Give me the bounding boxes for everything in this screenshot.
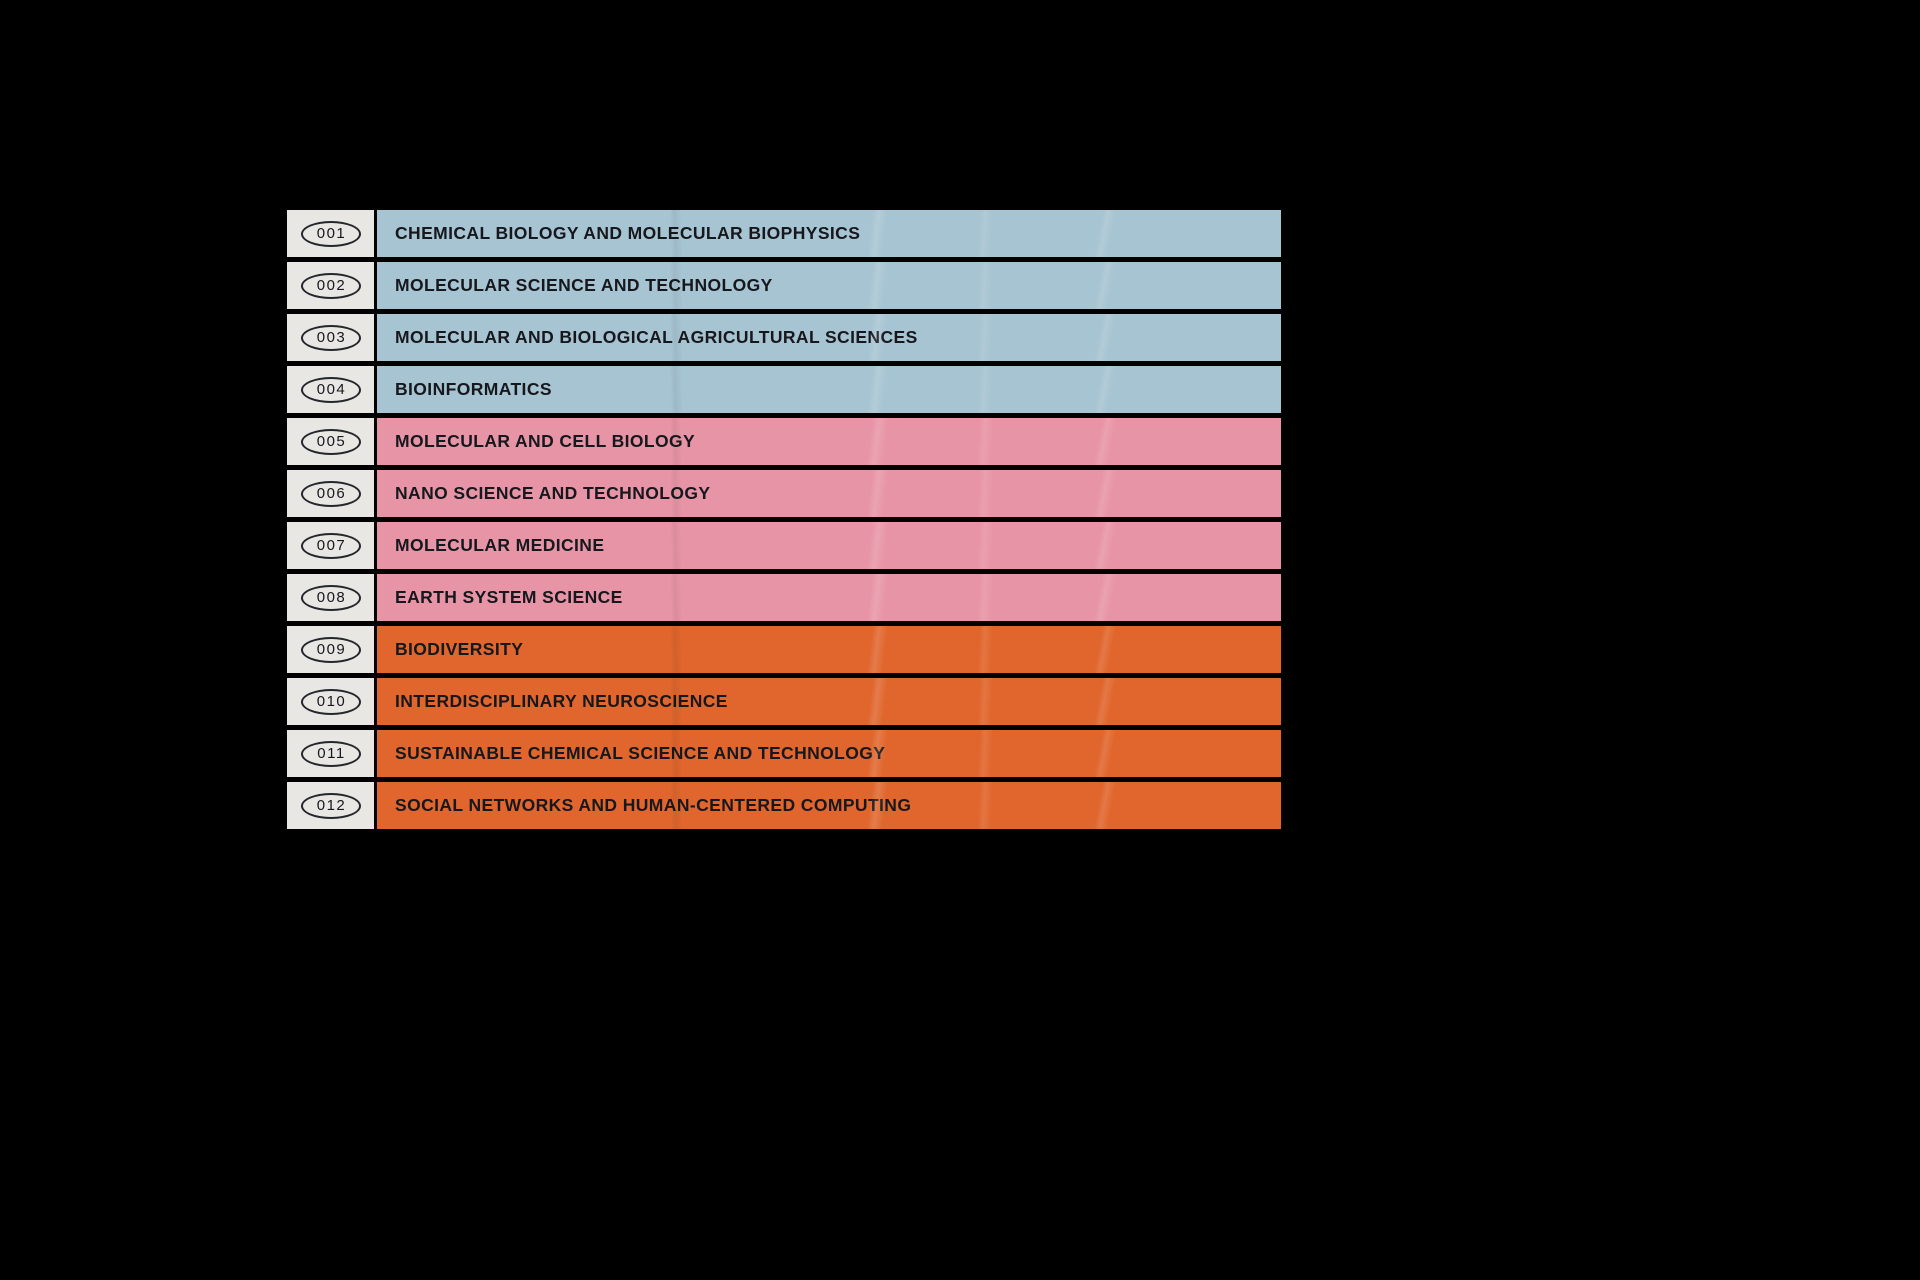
row-label: MOLECULAR AND BIOLOGICAL AGRICULTURAL SC… [395,327,918,347]
index-number: 011 [317,745,346,762]
index-cell: 001 [287,210,377,257]
row-label: MOLECULAR AND CELL BIOLOGY [395,431,696,451]
label-cell: SUSTAINABLE CHEMICAL SCIENCE AND TECHNOL… [377,730,1281,777]
label-cell: MOLECULAR MEDICINE [377,522,1281,569]
index-badge: 012 [300,792,361,819]
list-item[interactable]: 012 SOCIAL NETWORKS AND HUMAN-CENTERED C… [287,782,1281,829]
row-label: NANO SCIENCE AND TECHNOLOGY [395,483,711,503]
index-badge: 006 [300,480,361,507]
list-item[interactable]: 003 MOLECULAR AND BIOLOGICAL AGRICULTURA… [287,314,1281,361]
label-cell: SOCIAL NETWORKS AND HUMAN-CENTERED COMPU… [377,782,1281,829]
program-list: 001 CHEMICAL BIOLOGY AND MOLECULAR BIOPH… [287,210,1281,834]
index-badge: 005 [300,428,361,455]
index-number: 002 [316,277,347,294]
list-item[interactable]: 011 SUSTAINABLE CHEMICAL SCIENCE AND TEC… [287,730,1281,777]
index-badge: 007 [300,532,361,559]
index-number: 007 [316,537,347,554]
list-item[interactable]: 004 BIOINFORMATICS [287,366,1281,413]
index-badge: 008 [300,584,361,611]
label-cell: INTERDISCIPLINARY NEUROSCIENCE [377,678,1281,725]
label-cell: EARTH SYSTEM SCIENCE [377,574,1281,621]
row-label: BIODIVERSITY [395,639,524,659]
label-cell: MOLECULAR SCIENCE AND TECHNOLOGY [377,262,1281,309]
row-label: EARTH SYSTEM SCIENCE [395,587,623,607]
index-number: 006 [316,485,347,502]
index-badge: 002 [300,272,361,299]
index-cell: 007 [287,522,377,569]
index-badge: 009 [300,636,361,663]
list-item[interactable]: 007 MOLECULAR MEDICINE [287,522,1281,569]
index-number: 004 [316,381,347,398]
index-number: 001 [316,225,347,242]
index-cell: 010 [287,678,377,725]
row-label: MOLECULAR MEDICINE [395,535,605,555]
index-cell: 012 [287,782,377,829]
index-badge: 004 [300,376,361,403]
index-number: 009 [316,641,347,658]
index-cell: 008 [287,574,377,621]
row-label: SUSTAINABLE CHEMICAL SCIENCE AND TECHNOL… [395,743,886,763]
list-item[interactable]: 006 NANO SCIENCE AND TECHNOLOGY [287,470,1281,517]
index-number: 012 [316,797,347,814]
index-cell: 011 [287,730,377,777]
label-cell: MOLECULAR AND BIOLOGICAL AGRICULTURAL SC… [377,314,1281,361]
label-cell: NANO SCIENCE AND TECHNOLOGY [377,470,1281,517]
index-badge: 011 [300,740,361,767]
row-label: BIOINFORMATICS [395,379,552,399]
index-badge: 003 [300,324,361,351]
index-badge: 010 [300,688,361,715]
index-cell: 009 [287,626,377,673]
index-number: 010 [316,693,347,710]
label-cell: BIOINFORMATICS [377,366,1281,413]
list-item[interactable]: 008 EARTH SYSTEM SCIENCE [287,574,1281,621]
label-cell: BIODIVERSITY [377,626,1281,673]
row-label: MOLECULAR SCIENCE AND TECHNOLOGY [395,275,773,295]
list-item[interactable]: 001 CHEMICAL BIOLOGY AND MOLECULAR BIOPH… [287,210,1281,257]
row-label: CHEMICAL BIOLOGY AND MOLECULAR BIOPHYSIC… [395,223,861,243]
row-label: SOCIAL NETWORKS AND HUMAN-CENTERED COMPU… [395,795,912,815]
index-cell: 005 [287,418,377,465]
list-item[interactable]: 005 MOLECULAR AND CELL BIOLOGY [287,418,1281,465]
label-cell: MOLECULAR AND CELL BIOLOGY [377,418,1281,465]
list-item[interactable]: 010 INTERDISCIPLINARY NEUROSCIENCE [287,678,1281,725]
index-number: 003 [316,329,347,346]
index-cell: 002 [287,262,377,309]
list-item[interactable]: 002 MOLECULAR SCIENCE AND TECHNOLOGY [287,262,1281,309]
index-cell: 006 [287,470,377,517]
list-item[interactable]: 009 BIODIVERSITY [287,626,1281,673]
row-label: INTERDISCIPLINARY NEUROSCIENCE [395,691,728,711]
index-badge: 001 [300,220,361,247]
label-cell: CHEMICAL BIOLOGY AND MOLECULAR BIOPHYSIC… [377,210,1281,257]
index-cell: 003 [287,314,377,361]
index-cell: 004 [287,366,377,413]
index-number: 008 [316,589,347,606]
index-number: 005 [316,433,347,450]
